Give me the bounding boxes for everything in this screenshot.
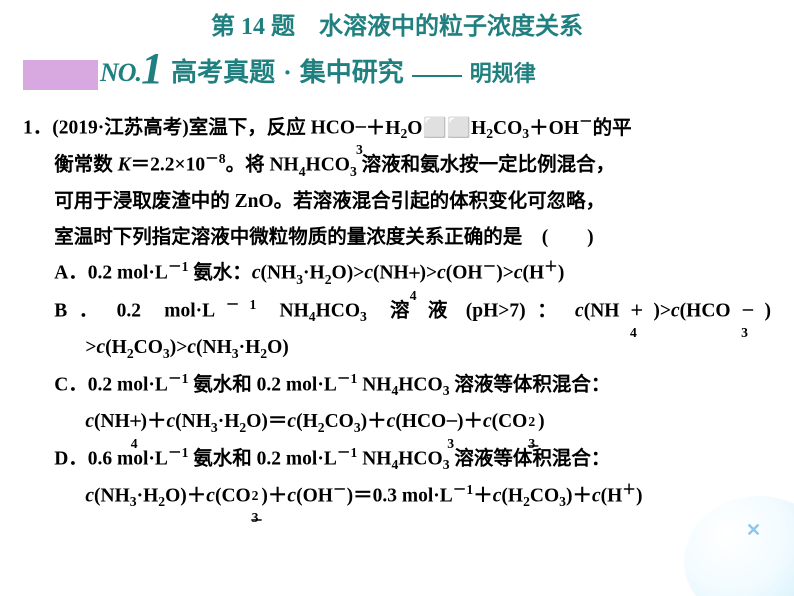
q-source: (2019·江苏高考) [52, 118, 189, 139]
page-title: 第 14 题 水溶液中的粒子浓度关系 [0, 6, 794, 41]
subtitle-main: 高考真题 [171, 52, 275, 89]
subtitle-no: NO. [100, 58, 141, 88]
body: 1．(2019·江苏高考)室温下，反应 HCO－3＋H2O⬜⬜H2CO3＋OH－… [23, 110, 771, 515]
subtitle-sep: · [283, 58, 292, 88]
q-line4: 室温时下列指定溶液中微粒物质的量浓度关系正确的是 ( ) [23, 220, 771, 255]
q-line3: 可用于浸取废渣中的 ZnO。若溶液混合引起的体积变化可忽略， [23, 184, 771, 219]
q-line2: 衡常数 K＝2.2×10－8。将 NH4HCO3 溶液和氨水按一定比例混合， [23, 147, 771, 184]
option-b-line2: >c(H2CO3)>c(NH3·H2O) [23, 330, 771, 367]
subtitle: NO.1 高考真题 · 集中研究 明规律 [100, 52, 770, 97]
option-c: C．0.2 mol·L－1 氨水和 0.2 mol·L－1 NH4HCO3 溶液… [23, 367, 771, 404]
q-number: 1 [23, 118, 33, 139]
options: A．0.2 mol·L－1 氨水：c(NH3·H2O)>c(NH＋4)>c(OH… [23, 255, 771, 515]
subtitle-tail: 明规律 [470, 56, 536, 88]
q-p1b: ＋H2O⬜⬜H2CO3＋OH－的平 [366, 118, 632, 139]
subtitle-bar [23, 60, 98, 90]
option-c-line2: c(NH＋4)＋c(NH3·H2O)＝c(H2CO3)＋c(HCO－3)＋c(C… [23, 404, 771, 441]
option-d-line2: c(NH3·H2O)＋c(CO2－3)＋c(OH－)＝0.3 mol·L－1＋c… [23, 478, 771, 515]
subtitle-num: 1 [141, 54, 163, 85]
option-d: D．0.6 mol·L－1 氨水和 0.2 mol·L－1 NH4HCO3 溶液… [23, 441, 771, 478]
subtitle-dash [412, 75, 462, 77]
subtitle-main2: 集中研究 [300, 52, 404, 89]
option-b: B ． 0.2 mol·L － 1 NH4HCO3 溶 液 (pH>7) ： c… [23, 293, 771, 330]
q-p1a: 室温下，反应 HCO [189, 118, 355, 139]
page: 第 14 题 水溶液中的粒子浓度关系 NO.1 高考真题 · 集中研究 明规律 … [0, 0, 794, 596]
question-stem: 1．(2019·江苏高考)室温下，反应 HCO－3＋H2O⬜⬜H2CO3＋OH－… [23, 110, 771, 147]
option-a: A．0.2 mol·L－1 氨水：c(NH3·H2O)>c(NH＋4)>c(OH… [23, 255, 771, 292]
bubble-close-icon: ✕ [746, 520, 764, 538]
